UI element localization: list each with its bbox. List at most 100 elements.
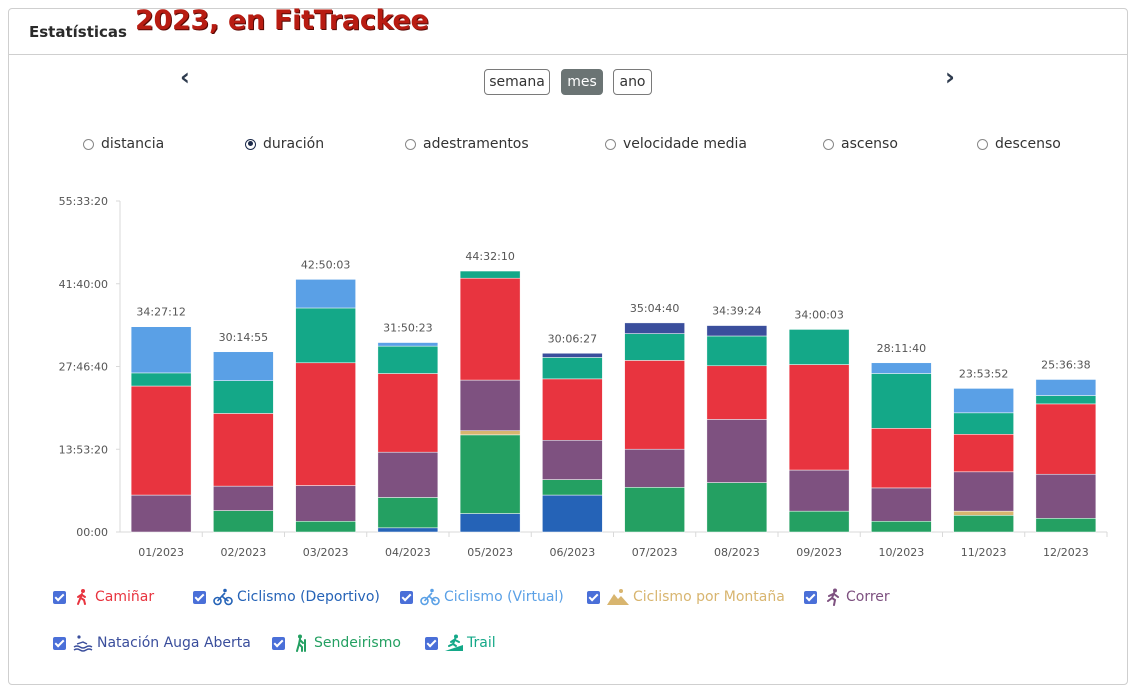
x-tick-label: 01/2023 [138,546,184,559]
bar-segment [871,428,932,489]
metric-ascent-radio[interactable]: ascenso [823,135,898,153]
bar-segment [788,469,850,512]
bar-segment [377,345,439,374]
bar-segment [542,378,603,441]
legend-running[interactable]: Correr [804,586,890,608]
metric-label: descenso [995,136,1061,152]
next-period-button[interactable]: › [945,63,955,91]
metric-distance-radio[interactable]: distancia [83,135,164,153]
legend-checkbox[interactable] [272,636,285,650]
legend-walk[interactable]: Camiñar [53,586,154,608]
bar-segment [459,379,521,431]
total-label: 42:50:03 [301,258,350,271]
bar-segment [459,277,521,381]
legend-checkbox[interactable] [587,590,600,604]
total-label: 31:50:23 [383,322,432,335]
metric-duration-radio[interactable]: duración [245,135,324,153]
legend-trail[interactable]: Trail [425,632,496,654]
bar-segment [542,357,603,380]
bar-segment [130,494,192,533]
period-month-button[interactable]: mes [561,69,603,95]
bar-segment [871,373,932,429]
bar-segment [459,513,521,533]
bar-segment [295,279,356,309]
bar-segment [459,434,521,514]
radio-dot [977,138,988,150]
legend-mountain-biking[interactable]: Ciclismo por Montaña [587,586,785,608]
cycling-sport-icon [213,588,233,606]
metric-avg-speed-radio[interactable]: velocidade media [605,135,747,153]
bar-segment [953,510,1014,516]
metric-label: velocidade media [623,136,747,152]
swimming-icon [73,635,93,652]
bar-segment [295,362,356,486]
bar-segment [953,515,1014,533]
total-label: 25:36:38 [1041,358,1090,371]
bar-segment [213,510,274,533]
bar-segment [1035,403,1097,475]
bar-segment [624,333,685,361]
legend-label: Sendeirismo [314,635,401,651]
legend-checkbox[interactable] [400,590,413,604]
trail-icon [445,634,463,651]
bar-segment [706,419,768,483]
previous-period-button[interactable]: ‹ [180,63,190,91]
metric-workouts-radio[interactable]: adestramentos [405,135,529,153]
bar-segment [542,494,603,533]
metric-descent-radio[interactable]: descenso [977,135,1061,153]
bar-segment [706,325,768,337]
bar-segment [1035,473,1097,519]
bar-segment [706,335,768,367]
legend-label: Trail [467,635,496,651]
period-week-button[interactable]: semana [484,69,550,95]
total-label: 34:00:03 [794,308,843,321]
bar-segment [624,360,685,450]
bar-segment [1035,379,1097,396]
bar-segment [213,485,274,511]
legend-cycling-sport[interactable]: Ciclismo (Deportivo) [193,586,380,608]
bar-segment [953,434,1014,473]
bar-segment [213,380,274,414]
bar-segment [130,385,192,496]
bar-segment [1035,518,1097,533]
x-tick-label: 09/2023 [796,546,842,559]
legend-checkbox[interactable] [425,636,438,650]
x-tick-label: 07/2023 [632,546,678,559]
card-header: Estatísticas [9,9,1127,55]
cycling-virtual-icon [420,588,440,606]
legend-label: Ciclismo por Montaña [633,589,785,605]
legend-hiking[interactable]: Sendeirismo [272,632,401,654]
legend-checkbox[interactable] [53,590,66,604]
x-tick-label: 12/2023 [1043,546,1089,559]
y-tick-label: 00:00 [76,526,108,539]
x-tick-label: 03/2023 [303,546,349,559]
y-tick-label: 55:33:20 [59,195,108,208]
period-year-button[interactable]: ano [613,69,652,95]
statistics-card: Estatísticas [8,8,1128,685]
legend-checkbox[interactable] [804,590,817,604]
radio-dot [823,138,834,150]
radio-dot [83,138,94,150]
bar-segment [953,388,1014,414]
bar-segment [871,521,932,533]
legend-cycling-virtual[interactable]: Ciclismo (Virtual) [400,586,564,608]
legend-checkbox[interactable] [53,636,66,650]
total-label: 44:32:10 [465,250,514,263]
bar-segment [788,329,850,365]
bar-segment [706,365,768,420]
legend-open-water-swimming[interactable]: Natación Auga Aberta [53,632,251,654]
walk-icon [77,589,86,605]
bar-segment [459,270,521,279]
x-tick-label: 10/2023 [879,546,925,559]
x-tick-label: 04/2023 [385,546,431,559]
bar-segment [377,497,439,529]
total-label: 30:06:27 [548,332,597,345]
metric-label: duración [263,136,325,152]
card-title: Estatísticas [29,23,127,41]
bar-segment [788,510,850,533]
bar-segment [213,351,274,381]
bar-segment [459,430,521,436]
bar-segment [953,412,1014,435]
legend-checkbox[interactable] [193,590,206,604]
